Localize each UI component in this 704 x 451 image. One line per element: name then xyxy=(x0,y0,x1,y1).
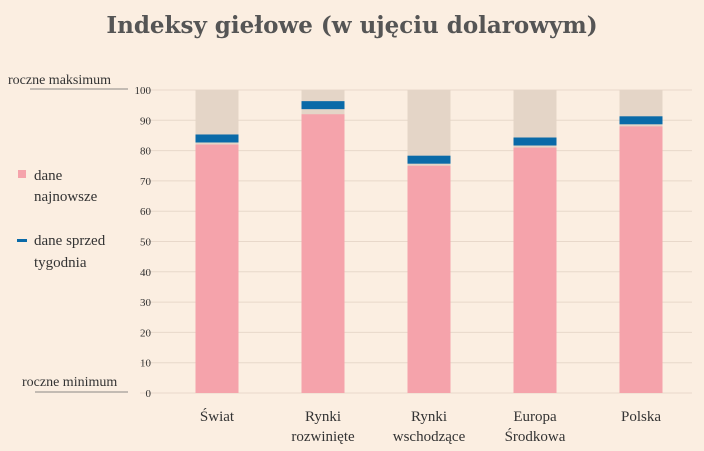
chart-title: Indeksy giełowe (w ujęciu dolarowym) xyxy=(106,12,598,39)
latest-bar xyxy=(619,126,663,394)
category-label: rozwinięte xyxy=(291,429,355,445)
category-label: Europa xyxy=(513,409,557,425)
legend-week-ago-line1: dane sprzed xyxy=(34,233,106,249)
y-tick-label: 70 xyxy=(140,176,152,188)
y-tick-label: 20 xyxy=(140,327,152,339)
y-axis-ticks: 0 10 20 30 40 50 60 70 80 90 100 xyxy=(135,85,152,400)
legend-latest-line2: najnowsze xyxy=(34,189,98,205)
week-ago-marker xyxy=(513,137,557,146)
category-label: Rynki xyxy=(411,409,447,425)
latest-bar xyxy=(301,114,345,394)
category-label: wschodzące xyxy=(393,429,466,445)
category-label: Świat xyxy=(200,408,235,425)
legend-week-ago-line2: tygodnia xyxy=(34,255,87,271)
y-tick-label: 60 xyxy=(140,206,152,218)
y-tick-label: 100 xyxy=(135,85,152,97)
legend: dane najnowsze dane sprzed tygodnia xyxy=(17,168,106,271)
bottom-label: roczne minimum xyxy=(22,375,117,390)
y-tick-label: 10 xyxy=(140,358,152,370)
legend-latest-line1: dane xyxy=(34,168,63,184)
category-label: Rynki xyxy=(305,409,341,425)
top-label: roczne maksimum xyxy=(8,73,111,88)
legend-swatch-latest xyxy=(18,170,26,178)
y-tick-label: 80 xyxy=(140,146,152,158)
latest-bar xyxy=(195,144,239,393)
y-tick-label: 30 xyxy=(140,297,152,309)
category-label: Polska xyxy=(621,409,661,425)
legend-swatch-week-ago xyxy=(17,239,27,242)
latest-bar xyxy=(407,165,451,393)
week-ago-marker xyxy=(195,134,239,143)
y-tick-label: 50 xyxy=(140,237,152,249)
y-tick-label: 0 xyxy=(146,388,152,400)
y-tick-label: 90 xyxy=(140,115,152,127)
latest-bars xyxy=(195,114,663,394)
x-axis-categories: Świat Rynki rozwinięte Rynki wschodzące Europ… xyxy=(200,408,661,445)
category-label: Środkowa xyxy=(505,428,566,445)
week-ago-marker xyxy=(619,116,663,125)
week-ago-markers xyxy=(195,101,663,164)
week-ago-marker xyxy=(407,155,451,164)
y-tick-label: 40 xyxy=(140,267,152,279)
week-ago-marker xyxy=(301,101,345,110)
latest-bar xyxy=(513,147,557,393)
